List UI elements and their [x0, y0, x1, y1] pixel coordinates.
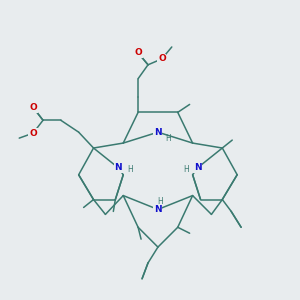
Text: O: O [158, 54, 166, 63]
Text: O: O [29, 103, 37, 112]
Text: H: H [127, 165, 133, 174]
Text: N: N [154, 128, 162, 137]
Text: H: H [183, 165, 188, 174]
Text: N: N [194, 163, 201, 172]
Text: H: H [165, 134, 171, 142]
Text: O: O [29, 129, 37, 138]
Text: N: N [154, 205, 162, 214]
Text: H: H [157, 197, 163, 206]
Text: O: O [134, 48, 142, 57]
Text: N: N [115, 163, 122, 172]
